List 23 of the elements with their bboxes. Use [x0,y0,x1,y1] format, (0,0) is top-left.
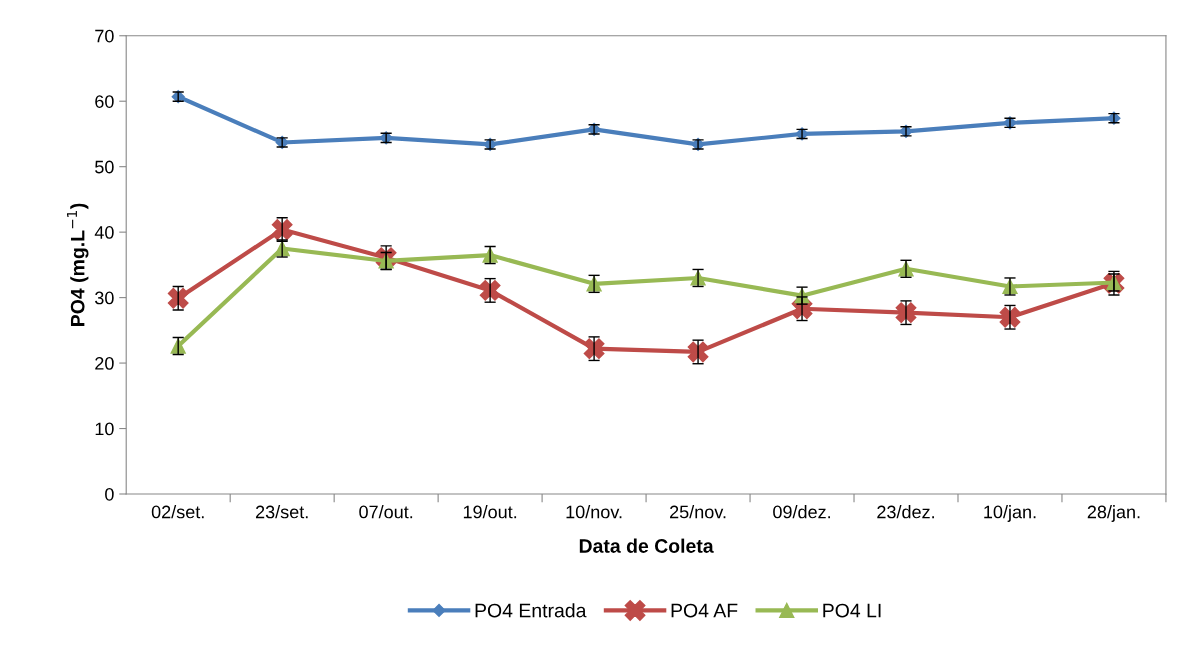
y-tick-label: 0 [105,487,114,501]
legend-label: PO4 LI [823,603,881,618]
x-tick-label: 02/set. [151,505,204,519]
y-tick-label: 40 [94,226,114,239]
x-tick-label: 09/dez. [773,505,830,519]
y-tick-label: 60 [95,95,114,108]
x-tick-label: 28/jan. [1087,505,1140,522]
x-tick-label: 25/nov. [670,505,726,519]
x-tick-label: 10/jan. [984,505,1036,522]
legend-label: PO4 AF [671,603,738,618]
y-tick-label: 30 [95,291,114,305]
y-axis-title: PO4 (mg.L$^{−1}$) [66,203,89,326]
x-tick-label: 10/nov. [566,505,622,519]
x-tick-label: 19/out. [463,505,517,519]
y-tick-label: 50 [95,160,114,174]
x-tick-label: 23/set. [255,505,308,519]
x-axis-title: Data de Coleta [579,538,714,553]
y-tick-label: 10 [95,422,114,436]
y-tick-label: 20 [95,357,114,370]
legend-label: PO4 Entrada [475,603,587,618]
y-tick-label: 70 [95,29,114,43]
x-tick-label: 23/dez. [877,505,934,519]
x-tick-label: 07/out. [359,505,413,519]
